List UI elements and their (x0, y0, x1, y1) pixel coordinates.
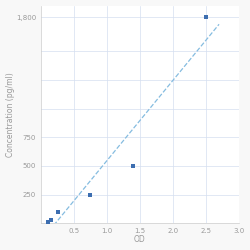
X-axis label: OD: OD (134, 236, 146, 244)
Point (49, 218, 53, 222)
Point (131, 164, 135, 168)
Point (46, 220, 50, 224)
Point (56, 210, 60, 214)
Point (88, 192, 92, 196)
Y-axis label: Concentration (pg/ml): Concentration (pg/ml) (6, 72, 15, 157)
Point (204, 15, 208, 19)
